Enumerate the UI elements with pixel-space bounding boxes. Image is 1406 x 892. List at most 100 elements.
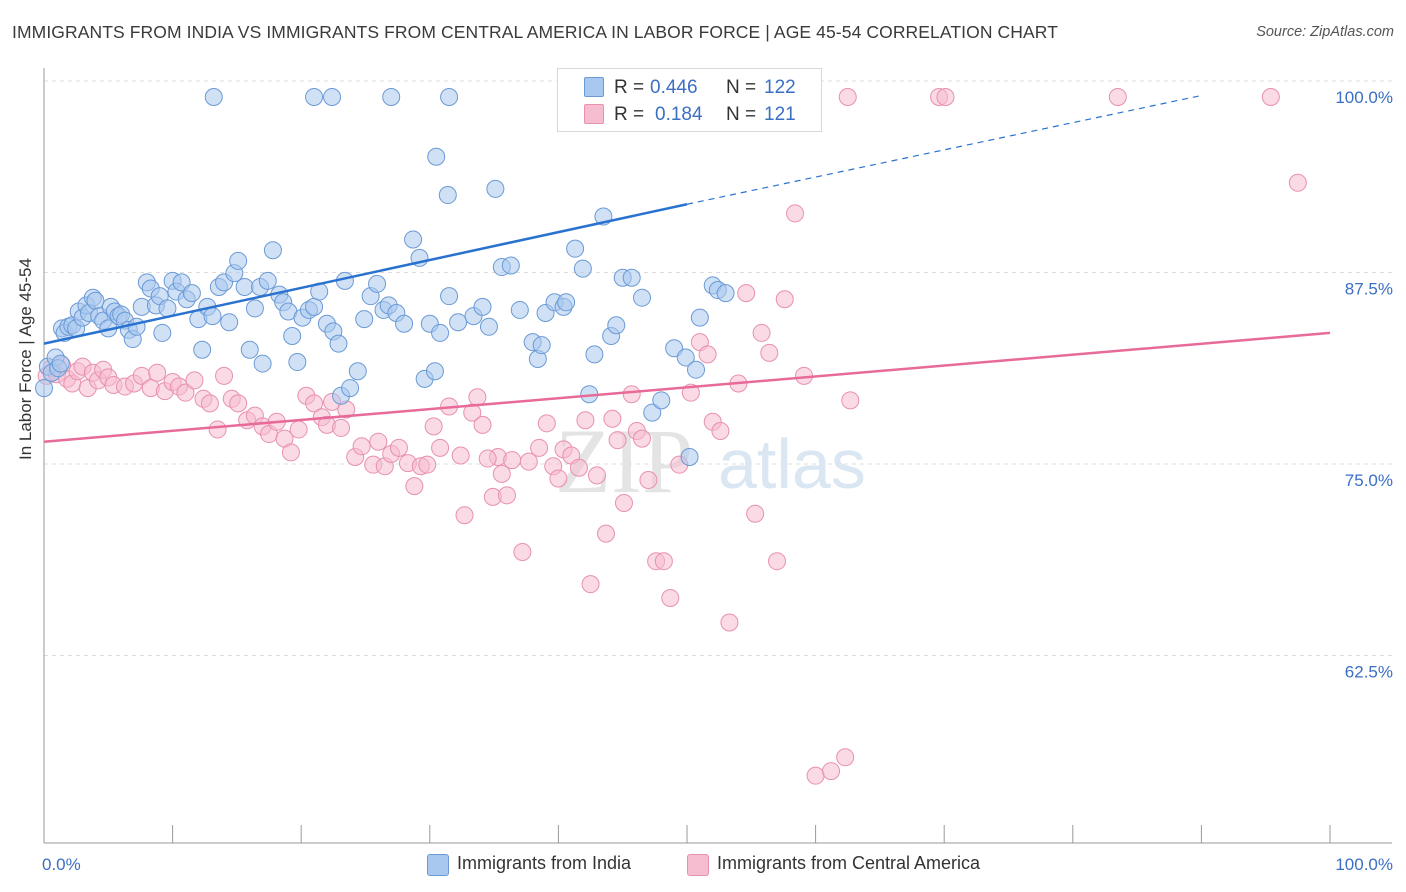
- y-tick-label: 75.0%: [1345, 471, 1393, 490]
- india-point: [355, 310, 374, 329]
- y-tick-label: 100.0%: [1335, 88, 1393, 107]
- watermark-atlas: atlas: [718, 425, 866, 503]
- y-tick-label: 87.5%: [1345, 280, 1393, 299]
- india-point: [652, 391, 671, 410]
- india-point: [51, 354, 70, 373]
- india-point: [607, 316, 626, 335]
- central-america-point: [176, 383, 195, 402]
- india-point: [566, 239, 585, 258]
- central-america-point: [148, 363, 167, 382]
- india-point: [431, 323, 450, 342]
- central-america-point: [418, 455, 437, 474]
- india-point: [153, 323, 172, 342]
- central-america-point: [603, 409, 622, 428]
- india-point: [438, 186, 457, 205]
- india-point: [479, 317, 498, 336]
- central-america-point: [622, 385, 641, 404]
- india-point: [341, 379, 360, 398]
- india-point: [245, 299, 264, 318]
- india-point: [510, 300, 529, 319]
- legend-r-label: R =: [614, 77, 645, 98]
- central-america-point: [497, 486, 516, 505]
- central-america-point: [478, 449, 497, 468]
- central-america-point: [332, 418, 351, 437]
- central-america-point: [369, 432, 388, 451]
- y-axis-label: In Labor Force | Age 45-54: [16, 258, 35, 460]
- central-america-point: [806, 766, 825, 785]
- india-point: [193, 340, 212, 359]
- central-america-point: [746, 504, 765, 523]
- central-america-point: [737, 284, 756, 303]
- central-america-point: [424, 417, 443, 436]
- india-point: [427, 147, 446, 166]
- central-america-point: [838, 88, 857, 106]
- central-america-point: [587, 466, 606, 485]
- india-point: [643, 403, 662, 422]
- central-america-point: [768, 552, 787, 571]
- india-trend-line: [43, 203, 688, 345]
- india-point: [573, 259, 592, 278]
- central-america-point: [1288, 173, 1307, 192]
- central-america-point: [289, 420, 308, 439]
- india-point: [329, 334, 348, 353]
- chart-title: IMMIGRANTS FROM INDIA VS IMMIGRANTS FROM…: [12, 22, 1058, 42]
- india-point: [473, 297, 492, 316]
- watermark: ZIP atlas: [555, 410, 866, 512]
- india-point: [557, 293, 576, 312]
- india-point: [680, 448, 699, 467]
- legend-n-label: N =: [726, 77, 757, 98]
- central-america-point: [836, 748, 855, 767]
- central-america-point: [281, 443, 300, 462]
- central-america-point: [936, 88, 955, 106]
- india-point: [253, 354, 272, 373]
- central-america-point: [503, 451, 522, 470]
- central-america-point: [352, 437, 371, 456]
- series-india: [35, 88, 735, 467]
- central-america-point: [1261, 88, 1280, 106]
- central-america-point: [549, 469, 568, 488]
- india-point: [440, 287, 459, 306]
- central-america-point: [581, 575, 600, 594]
- y-tick-label: 62.5%: [1345, 663, 1393, 682]
- india-point: [348, 362, 367, 381]
- source-credit: Source: ZipAtlas.com: [1256, 24, 1394, 40]
- central-america-point: [215, 366, 234, 385]
- central-america-swatch: [687, 854, 709, 876]
- india-point: [690, 308, 709, 327]
- central-america-swatch: [584, 104, 604, 124]
- india-swatch: [584, 77, 604, 97]
- central-america-point: [632, 429, 651, 448]
- central-america-point: [305, 394, 324, 413]
- central-america-point: [569, 458, 588, 477]
- central-america-point: [661, 588, 680, 607]
- india-point: [258, 271, 277, 290]
- stats-legend: R = 0.446 N = 122 R = 0.184 N = 121: [557, 68, 822, 132]
- india-point: [585, 345, 604, 364]
- india-point: [687, 360, 706, 379]
- india-point: [382, 88, 401, 106]
- central-america-point: [775, 290, 794, 309]
- central-america-point: [185, 371, 204, 390]
- central-america-point: [639, 471, 658, 489]
- central-america-point: [596, 524, 615, 543]
- central-america-point: [519, 452, 538, 471]
- india-point: [283, 326, 302, 345]
- central-america-point: [614, 493, 633, 512]
- central-america-point: [468, 388, 487, 407]
- india-point: [622, 268, 641, 287]
- central-america-point: [200, 394, 219, 413]
- legend-n-value-india: 122: [764, 77, 796, 98]
- legend-n-value-central-america: 121: [764, 104, 796, 125]
- central-america-point: [576, 411, 595, 430]
- central-america-point: [698, 345, 717, 364]
- india-point: [182, 284, 201, 303]
- central-america-point: [537, 414, 556, 433]
- central-america-point: [654, 552, 673, 571]
- india-point: [486, 179, 505, 198]
- central-america-point: [841, 391, 860, 410]
- india-point: [440, 88, 459, 106]
- india-point: [127, 317, 146, 336]
- central-america-point: [455, 506, 474, 525]
- india-point: [676, 348, 695, 367]
